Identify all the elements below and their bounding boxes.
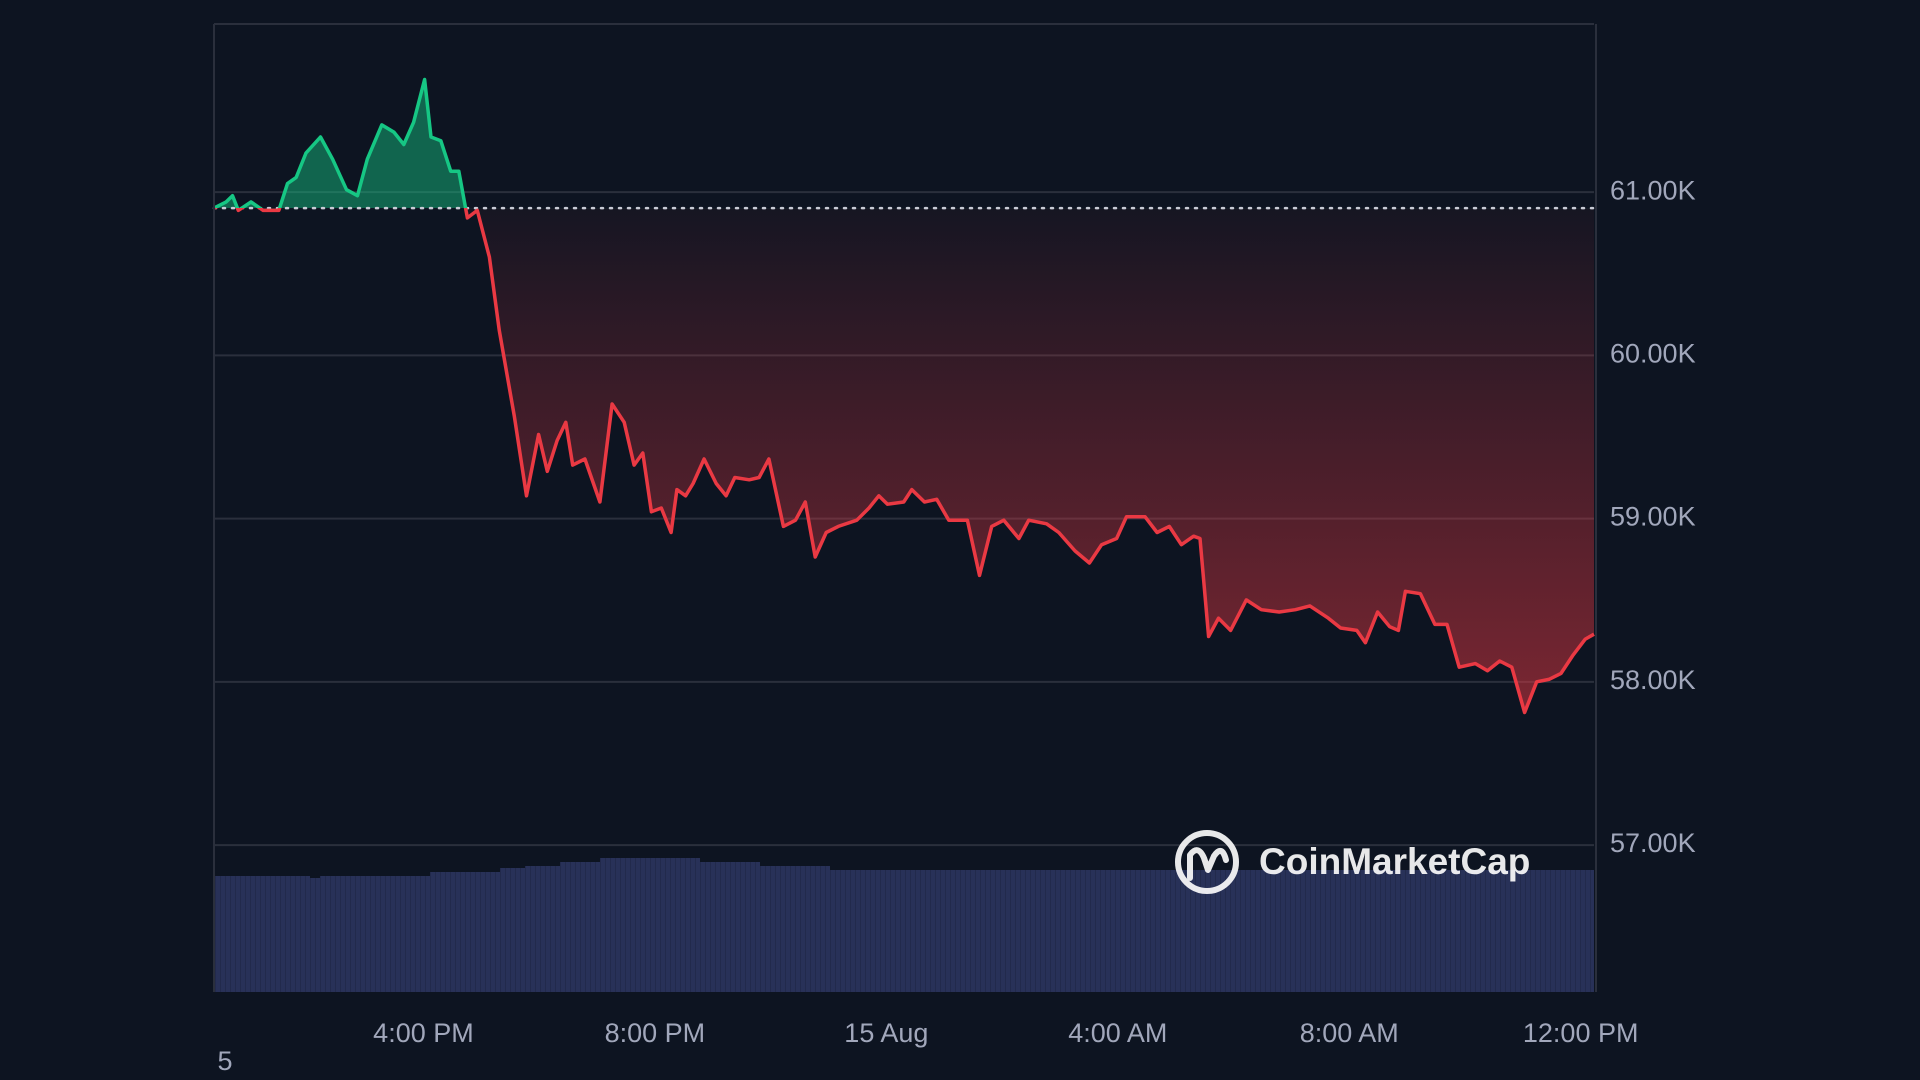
x-tick-label: 8:00 AM <box>1300 1018 1399 1048</box>
y-tick-label: 59.00K <box>1610 502 1696 532</box>
x-tick-label: 12:00 PM <box>1523 1018 1639 1048</box>
x-tick-label: 4:00 AM <box>1068 1018 1167 1048</box>
x-tick-label: 4:00 PM <box>373 1018 474 1048</box>
area-up <box>214 79 1594 209</box>
watermark: CoinMarketCap <box>1259 841 1530 882</box>
volume-area <box>214 858 1594 992</box>
x-tick-label: 8:00 PM <box>605 1018 706 1048</box>
plot <box>212 77 1596 847</box>
watermark-logo <box>1175 830 1239 894</box>
price-line <box>213 77 1595 715</box>
y-tick-label: 58.00K <box>1610 665 1696 695</box>
y-tick-label: 57.00K <box>1610 828 1696 858</box>
area-down <box>237 208 1594 713</box>
footnote: 5 <box>217 1046 232 1076</box>
y-tick-label: 60.00K <box>1610 338 1696 368</box>
x-tick-label: 15 Aug <box>844 1018 928 1048</box>
y-tick-label: 61.00K <box>1610 175 1696 205</box>
